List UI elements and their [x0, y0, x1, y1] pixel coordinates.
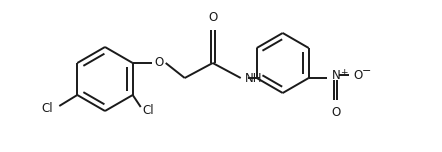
Text: +: +: [340, 67, 347, 76]
Text: O: O: [154, 57, 164, 69]
Text: O: O: [331, 106, 340, 119]
Text: Cl: Cl: [42, 102, 53, 116]
Text: O: O: [354, 69, 363, 81]
Text: −: −: [362, 66, 372, 76]
Text: O: O: [208, 11, 217, 24]
Text: NH: NH: [245, 71, 262, 85]
Text: Cl: Cl: [143, 104, 154, 116]
Text: N: N: [332, 69, 340, 81]
